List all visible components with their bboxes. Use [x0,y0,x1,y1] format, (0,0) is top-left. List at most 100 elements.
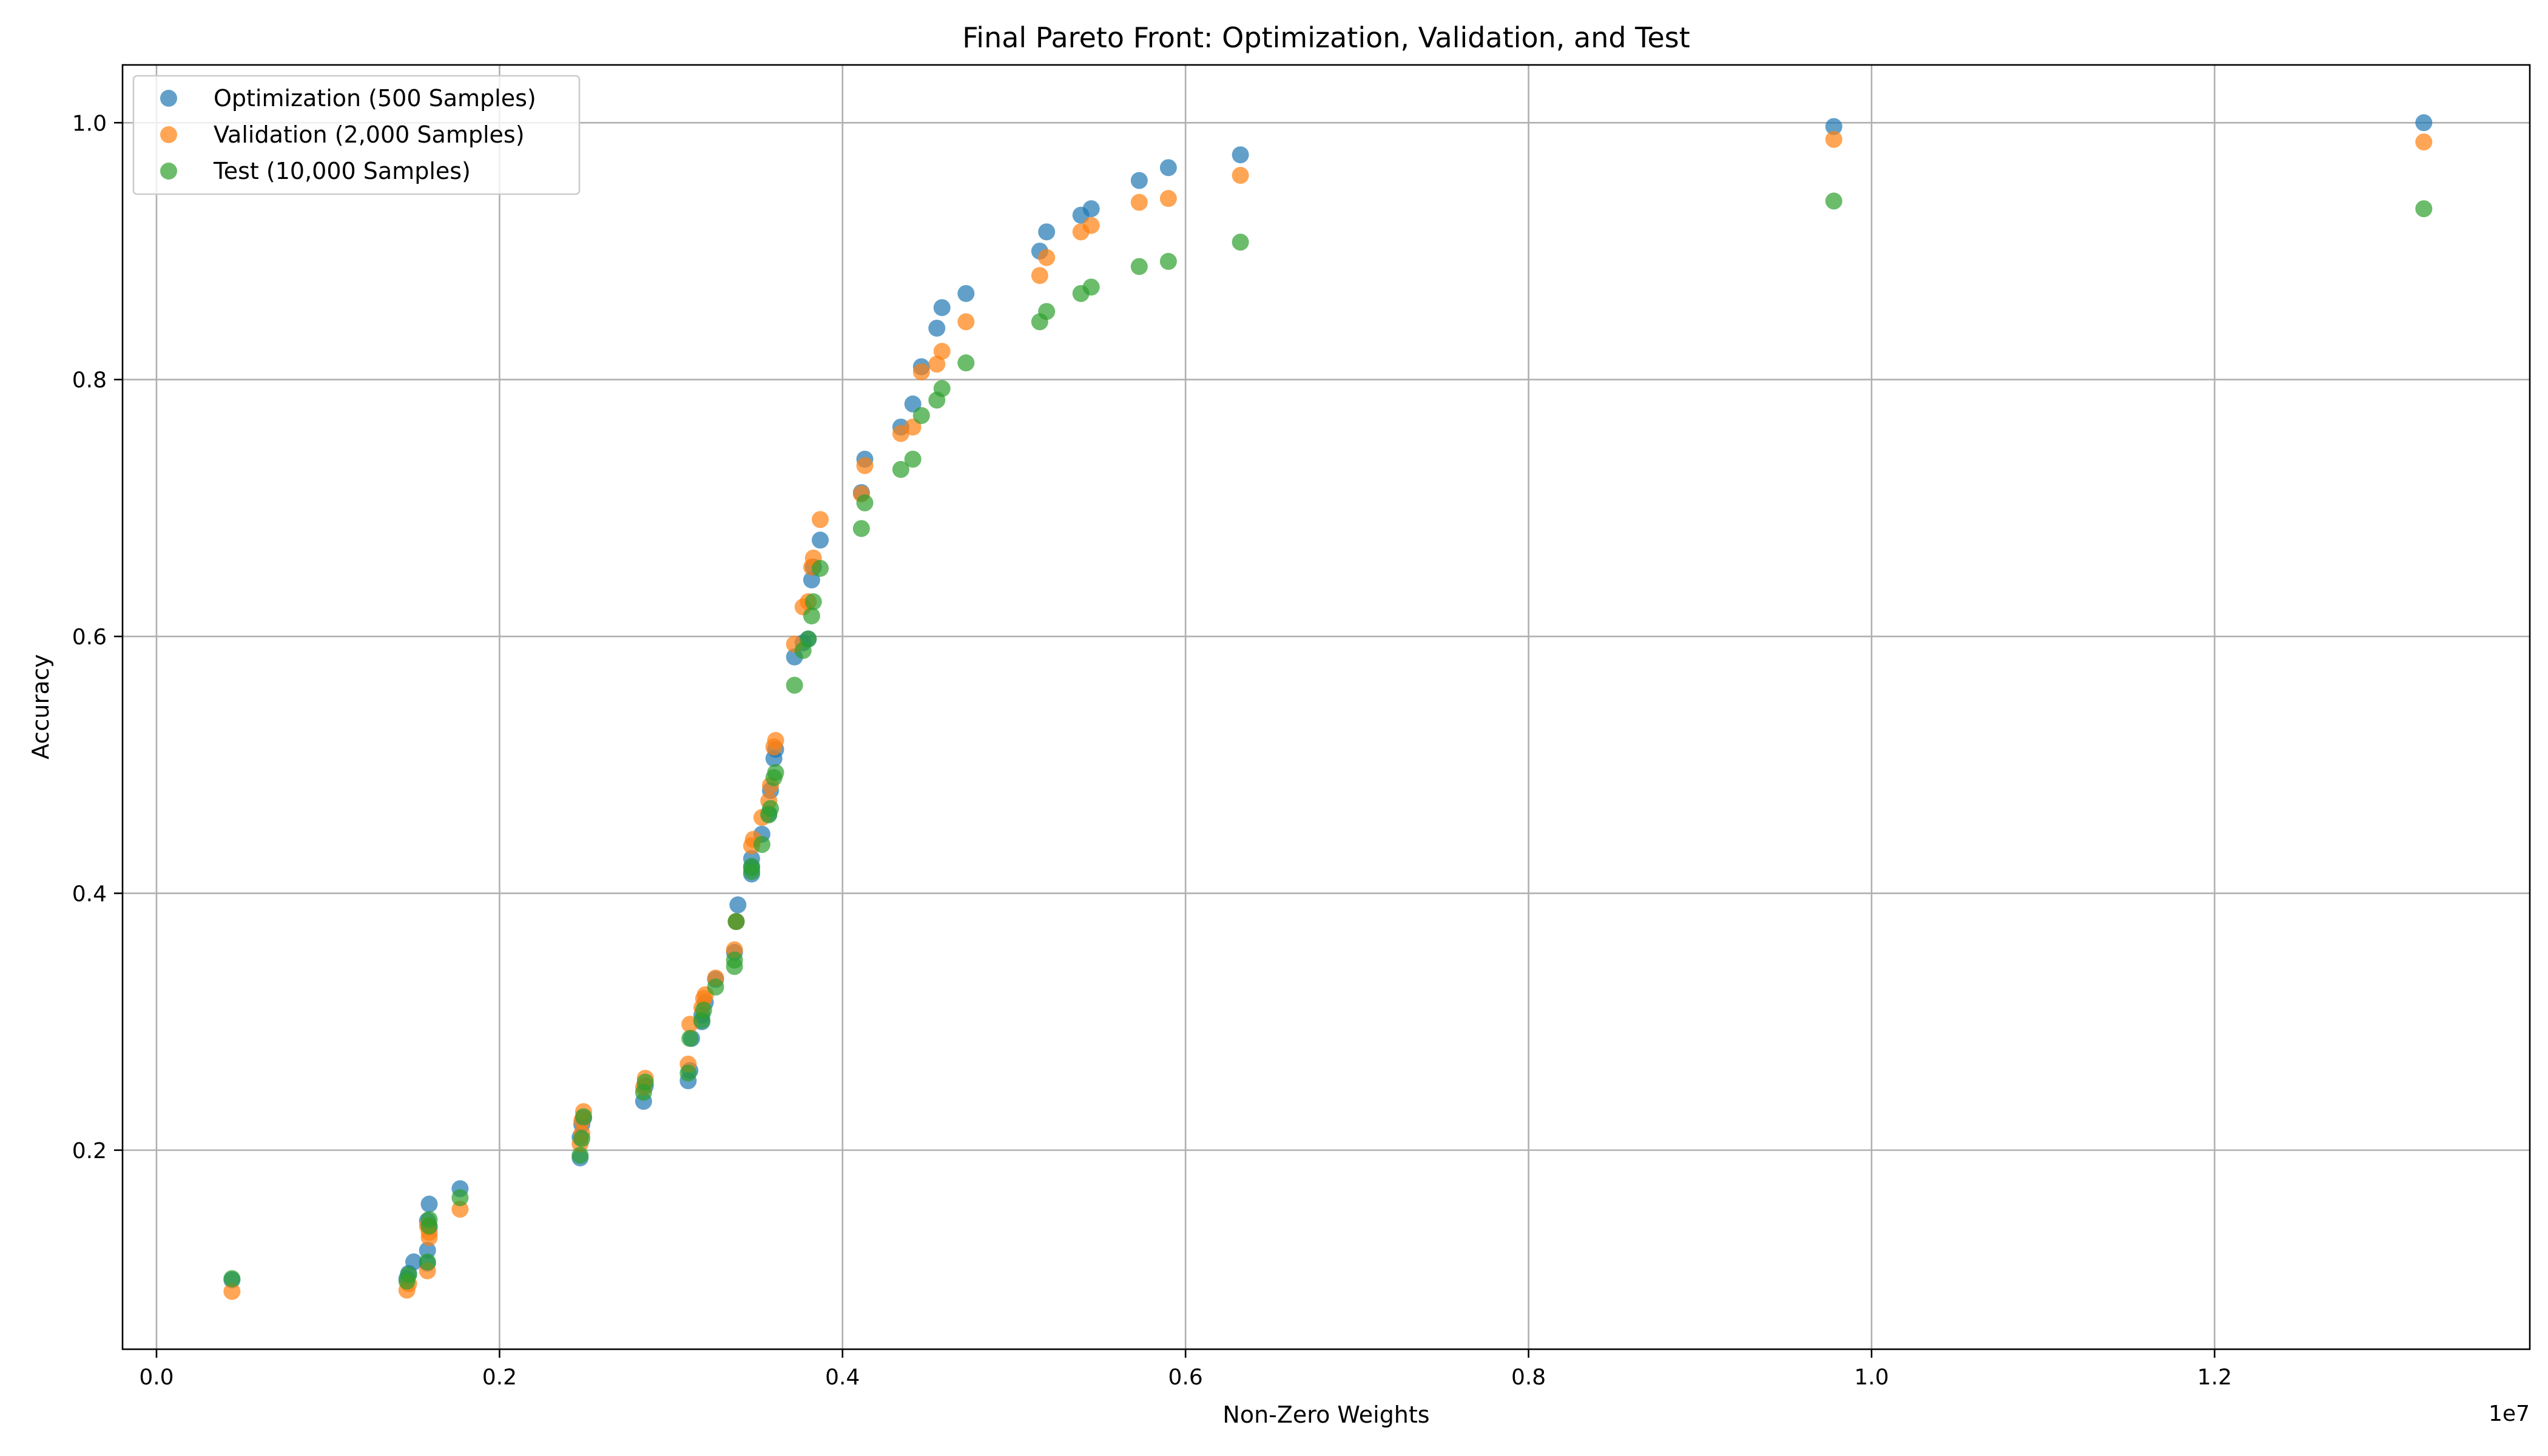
test-point [803,607,820,625]
validation-point [1130,194,1148,211]
test-point [707,979,724,996]
optimization-point [1082,200,1100,218]
x-axis-label: Non-Zero Weights [1222,1401,1429,1428]
y-tick-label: 0.8 [72,368,107,393]
test-point [852,520,870,538]
test-point [681,1030,699,1047]
axis-ticks: 0.0 0.2 0.4 0.6 0.8 1.0 1.2 0.2 0.4 0.6 0.8 1.0 [72,111,2232,1390]
optimization-point [405,1253,423,1271]
test-point [912,406,930,424]
x-tick-label: 1.2 [2197,1365,2232,1390]
y-tick-label: 0.4 [72,881,107,906]
legend-marker-test [160,163,177,180]
test-point [904,450,922,468]
validation-point [904,418,922,436]
test-point [800,630,817,648]
test-point [933,380,951,397]
test-point [573,1130,591,1147]
optimization-point [420,1195,438,1213]
y-axis-label: Accuracy [27,654,54,760]
test-point [571,1147,589,1164]
x-tick-label: 0.2 [482,1365,517,1390]
test-point [726,951,743,969]
optimization-point [928,319,946,337]
optimization-point [904,395,922,413]
test-point [753,836,770,854]
validation-point [957,313,975,331]
test-point [804,593,822,610]
test-point [636,1073,654,1091]
legend: Optimization (500 Samples) Validation (2… [132,75,581,195]
y-tick-label: 0.6 [72,625,107,650]
y-tick-label: 1.0 [72,111,107,136]
validation-point [767,732,784,749]
optimization-point [729,896,747,914]
optimization-point [2415,114,2433,132]
test-point [812,559,829,577]
test-point [1825,192,1842,210]
validation-point [1082,217,1100,234]
test-point [223,1270,241,1287]
validation-point [856,457,874,474]
test-point [1038,303,1056,320]
validation-point [1825,130,1842,148]
legend-box [132,75,581,195]
test-point [1159,252,1177,270]
optimization-point [812,531,829,549]
optimization-point [803,571,820,588]
optimization-point [1038,223,1056,241]
x-tick-label: 1.0 [1854,1365,1889,1390]
optimization-point [1232,146,1249,164]
test-point [679,1064,697,1082]
test-point [2415,200,2433,218]
test-point [451,1189,469,1207]
validation-point [812,511,829,528]
test-point [420,1211,438,1228]
validation-point [928,356,946,373]
legend-label-test: Test (10,000 Samples) [213,158,471,184]
test-point [1130,258,1148,275]
x-tick-label: 0.8 [1511,1365,1546,1390]
validation-point [223,1282,241,1300]
test-point [957,354,975,372]
test-point [786,676,803,694]
optimization-point [933,299,951,317]
test-point [1082,278,1100,296]
x-tick-label: 0.4 [825,1365,860,1390]
optimization-point [1159,159,1177,177]
validation-point [1159,190,1177,207]
optimization-point [957,285,975,302]
test-point [743,858,760,875]
test-point [767,764,784,781]
chart-title: Final Pareto Front: Optimization, Valida… [962,21,1690,54]
legend-label-validation: Validation (2,000 Samples) [214,121,525,148]
x-tick-label: 0.0 [139,1365,174,1390]
test-point [856,494,874,511]
y-tick-label: 0.2 [72,1139,107,1164]
test-point [419,1253,436,1271]
legend-marker-validation [160,126,177,143]
data-points [223,114,2433,1300]
optimization-point [1130,172,1148,189]
validation-point [1232,167,1249,184]
test-point [727,913,745,931]
validation-point [1038,249,1056,266]
validation-point [1031,267,1048,285]
validation-point [912,363,930,380]
x-axis-offset-label: 1e7 [2489,1401,2530,1426]
legend-marker-optimization [160,90,177,107]
test-point [695,1002,712,1019]
x-tick-label: 0.6 [1168,1365,1203,1390]
optimization-point [1825,118,1842,135]
test-point [892,460,909,478]
plot-frame [121,64,2531,1350]
validation-point [2415,133,2433,151]
test-point [400,1266,417,1284]
test-point [1232,234,1249,251]
test-point [575,1108,592,1125]
test-point [762,800,780,817]
validation-point [933,343,951,360]
legend-label-optimization: Optimization (500 Samples) [214,85,536,112]
